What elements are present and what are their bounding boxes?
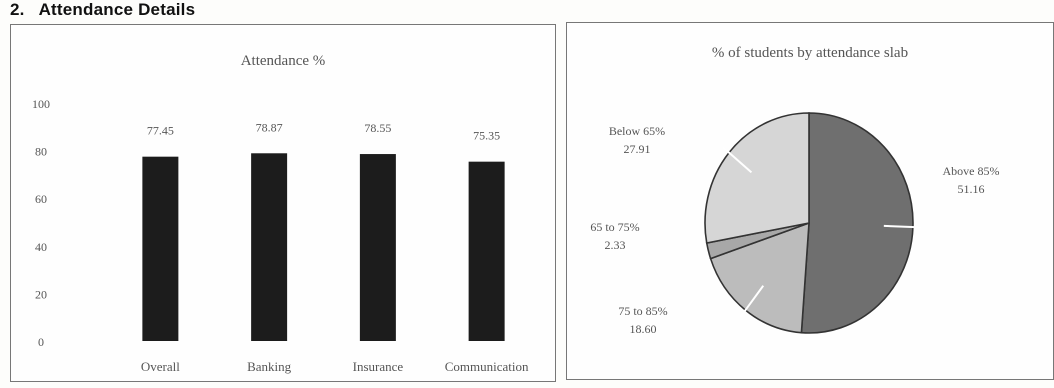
pie-slice-value: 2.33 bbox=[605, 238, 626, 252]
y-tick-label: 60 bbox=[35, 192, 47, 206]
section-heading: 2. Attendance Details bbox=[10, 0, 195, 20]
x-category-label: Communication bbox=[445, 359, 529, 374]
bar-banking bbox=[251, 153, 288, 341]
section-number: 2. bbox=[10, 0, 25, 19]
bar-insurance bbox=[359, 154, 396, 341]
bar-value-label: 75.35 bbox=[473, 129, 500, 143]
bar-value-label: 78.55 bbox=[364, 121, 391, 135]
y-tick-label: 100 bbox=[32, 97, 50, 111]
bar-chart-title: Attendance % bbox=[240, 53, 326, 69]
y-tick-label: 80 bbox=[35, 145, 47, 159]
pie-leader-line bbox=[721, 146, 753, 174]
bar-value-label: 78.87 bbox=[256, 120, 283, 134]
bar-overall bbox=[142, 156, 179, 341]
attendance-bar-chart: Attendance % 100 80 60 40 20 0 77.45 Overall 78.… bbox=[10, 24, 556, 382]
x-category-label: Banking bbox=[247, 359, 292, 374]
bar-chart-canvas: 100 80 60 40 20 0 77.45 Overall 78.87 Banking 78.5… bbox=[32, 97, 529, 374]
x-category-label: Insurance bbox=[353, 359, 404, 374]
y-tick-label: 40 bbox=[35, 240, 47, 254]
pie-chart-canvas: Above 85% 51.16 75 to 85% 18.60 65 to 75% 2.3… bbox=[590, 112, 1000, 336]
bar-communication bbox=[468, 161, 505, 341]
y-tick-label: 0 bbox=[38, 335, 44, 349]
pie-slice-value: 18.60 bbox=[630, 322, 657, 336]
bar-value-label: 77.45 bbox=[147, 124, 174, 138]
pie-slice-value: 51.16 bbox=[958, 182, 985, 196]
pie-slice-label: Above 85% bbox=[943, 164, 1000, 178]
section-title: Attendance Details bbox=[38, 0, 196, 19]
x-category-label: Overall bbox=[141, 359, 180, 374]
pie-slice-above-85 bbox=[800, 112, 914, 334]
pie-slice-below-65 bbox=[704, 112, 810, 244]
pie-slice-label: 65 to 75% bbox=[590, 220, 639, 234]
pie-slice-label: Below 65% bbox=[609, 124, 665, 138]
attendance-slab-pie-chart: % of students by attendance slab Above 8… bbox=[566, 22, 1054, 380]
pie-slice-value: 27.91 bbox=[624, 142, 651, 156]
y-tick-label: 20 bbox=[35, 287, 47, 301]
pie-leader-line bbox=[883, 224, 922, 229]
pie-leader-line bbox=[739, 285, 765, 318]
pie-chart-title: % of students by attendance slab bbox=[711, 45, 909, 61]
pie-slice-label: 75 to 85% bbox=[618, 304, 667, 318]
